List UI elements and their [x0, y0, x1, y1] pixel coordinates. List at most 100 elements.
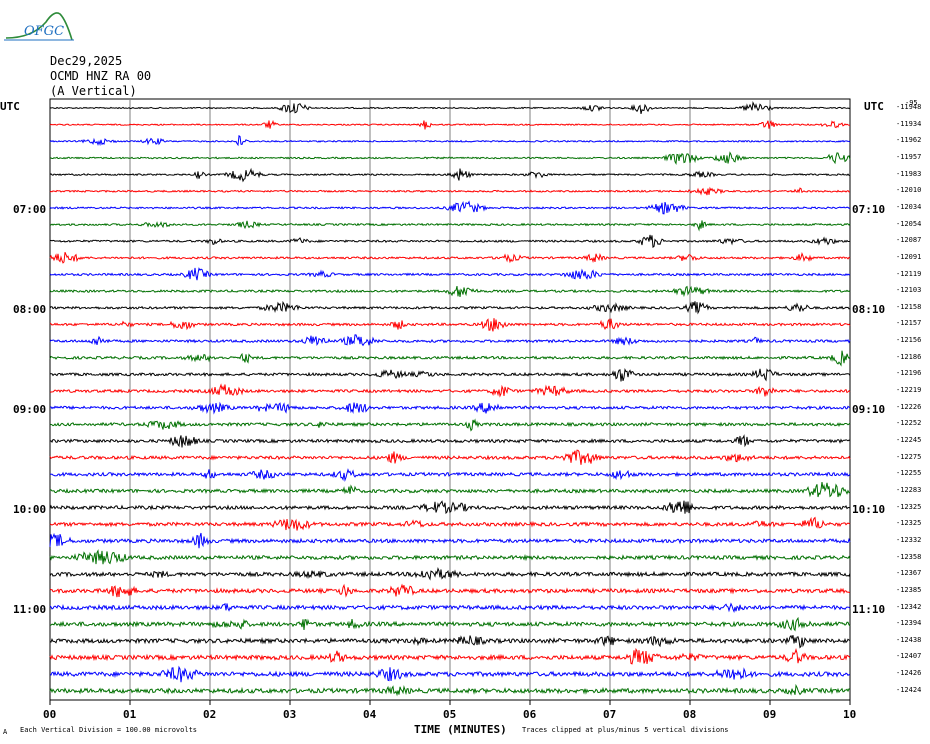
trace-offset-label: -12087	[896, 236, 922, 245]
trace-offset-label: -11948	[896, 103, 922, 111]
x-tick-label: 04	[363, 708, 377, 721]
ofgc-logo	[4, 12, 74, 41]
x-tick-label: 02	[203, 708, 217, 721]
trace-offset-label: -12119	[896, 269, 922, 278]
right-hour-label: 08:10	[852, 303, 886, 316]
trace-offset-label: -12385	[896, 585, 922, 594]
trace-offset-label: -12245	[896, 436, 922, 444]
seismic-trace	[49, 300, 851, 315]
logo-text: OFGC	[24, 24, 65, 39]
seismic-trace	[49, 200, 851, 215]
seismic-trace	[49, 234, 851, 248]
trace-offset-label: -12358	[896, 552, 922, 561]
seismic-trace	[49, 285, 851, 298]
trace-offset-label: -12196	[896, 369, 922, 378]
trace-offset-label: -12186	[896, 352, 922, 361]
seismic-trace	[49, 418, 851, 432]
seismic-trace	[49, 434, 851, 448]
right-hour-label: 11:10	[852, 603, 886, 616]
seismic-trace	[49, 449, 851, 465]
seismic-trace	[49, 186, 850, 196]
trace-offset-label: -11983	[896, 169, 922, 178]
clip-note: Traces clipped at plus/minus 5 vertical …	[522, 726, 729, 734]
x-tick-label: 00	[43, 708, 57, 721]
trace-offset-label: -12054	[896, 219, 922, 228]
right-hour-label: 09:10	[852, 403, 886, 416]
x-tick-label: 10	[843, 708, 857, 721]
seismic-trace	[49, 167, 851, 183]
seismic-trace	[49, 549, 851, 565]
trace-offset-label: -11957	[896, 152, 922, 161]
left-axis-title: UTC	[0, 100, 20, 113]
seismic-trace	[49, 101, 851, 115]
seismic-trace	[49, 151, 851, 165]
seismic-trace	[49, 634, 851, 649]
seismic-trace	[49, 665, 851, 683]
seismic-trace	[49, 647, 851, 665]
trace-offset-label: -12367	[896, 569, 922, 578]
trace-offset-label: -12252	[896, 419, 922, 428]
trace-offset-label: -12342	[896, 602, 922, 611]
trace-offset-label: -12226	[896, 402, 922, 411]
trace-offset-label: -11962	[896, 136, 922, 145]
seismic-trace	[49, 567, 851, 581]
left-hour-label: 11:00	[13, 603, 47, 616]
right-hour-label: 07:10	[852, 203, 886, 216]
trace-offset-label: -12010	[896, 186, 922, 195]
seismic-trace	[49, 401, 851, 415]
right-axis-title: UTC	[864, 100, 884, 113]
footer-mark: A	[3, 728, 8, 736]
trace-offset-label: -12034	[896, 202, 922, 211]
trace-offset-label: -12219	[896, 386, 922, 394]
x-tick-label: 08	[683, 708, 697, 721]
x-tick-label: 06	[523, 708, 537, 721]
seismic-trace	[49, 468, 851, 482]
seismic-trace	[49, 220, 851, 232]
right-hour-label: 10:10	[852, 503, 886, 516]
seismic-trace	[49, 383, 851, 398]
seismic-trace	[49, 500, 851, 515]
header-station: OCMD HNZ RA 00	[50, 69, 152, 83]
left-hour-label: 10:00	[13, 503, 47, 516]
header-date: Dec29,2025	[50, 54, 123, 68]
offset-header: -95	[905, 99, 918, 107]
left-hour-label: 08:00	[13, 303, 47, 316]
trace-offset-label: -12424	[896, 685, 922, 694]
x-tick-label: 07	[603, 708, 617, 721]
trace-offset-label: -12158	[896, 302, 922, 311]
seismic-trace	[49, 616, 851, 632]
x-tick-label: 01	[123, 708, 137, 721]
trace-offset-label: -12103	[896, 286, 922, 295]
trace-offset-label: -12255	[896, 469, 922, 478]
trace-offset-label: -12325	[896, 502, 922, 511]
trace-offset-label: -12283	[896, 485, 922, 494]
left-hour-label: 09:00	[13, 403, 47, 416]
left-hour-label: 07:00	[13, 203, 47, 216]
x-tick-label: 05	[443, 708, 457, 721]
seismic-trace	[49, 516, 851, 531]
trace-offset-label: -12438	[896, 635, 922, 644]
trace-offset-label: -12156	[896, 336, 922, 345]
seismic-trace	[49, 350, 851, 367]
header-component: (A Vertical)	[50, 84, 137, 98]
seismic-trace	[49, 482, 851, 498]
x-tick-label: 03	[283, 708, 297, 721]
trace-offset-label: -12325	[896, 519, 922, 528]
seismic-trace	[49, 119, 851, 130]
trace-offset-label: -12275	[896, 452, 922, 461]
seismic-trace	[49, 583, 851, 598]
trace-offset-label: -12091	[896, 252, 922, 261]
trace-offset-label: -12394	[896, 619, 922, 628]
seismic-trace	[49, 683, 851, 697]
seismic-trace	[49, 532, 851, 549]
seismic-trace	[49, 267, 851, 281]
seismic-trace	[49, 252, 851, 264]
seismic-trace	[49, 134, 851, 147]
trace-offset-label: -12426	[896, 669, 922, 678]
trace-offset-label: -12407	[896, 652, 922, 661]
x-axis-title: TIME (MINUTES)	[414, 723, 507, 736]
x-tick-label: 09	[763, 708, 777, 721]
scale-note: Each Vertical Division = 100.00 microvol…	[20, 726, 198, 734]
seismic-trace	[50, 367, 851, 382]
